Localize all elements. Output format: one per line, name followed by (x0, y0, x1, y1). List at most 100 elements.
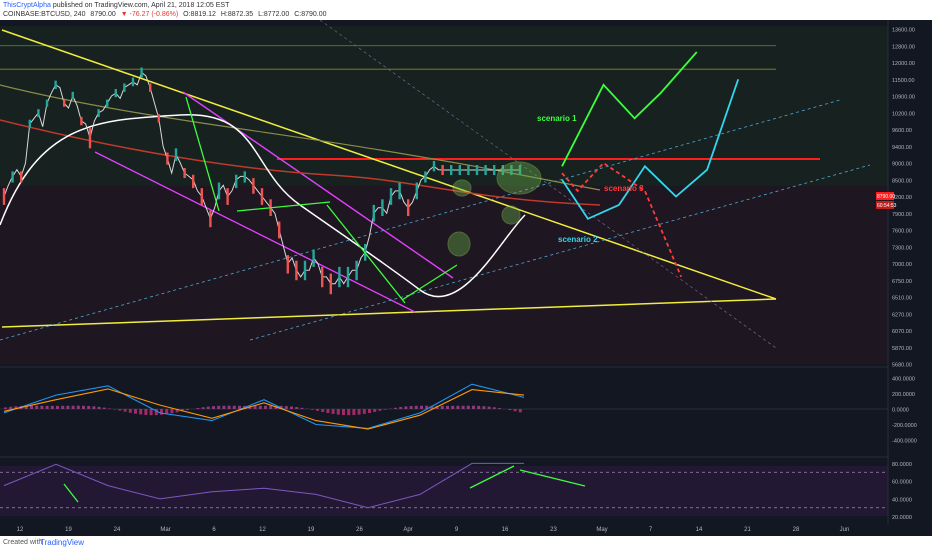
candle (217, 182, 221, 200)
macd-histogram-bar (316, 409, 319, 411)
candle (174, 148, 178, 161)
macd-histogram-bar (227, 405, 231, 409)
candle (295, 260, 298, 281)
price-tick-label: 9600.00 (892, 128, 912, 134)
macd-histogram-bar (362, 409, 366, 414)
rsi-tick-label: 80.0000 (892, 462, 912, 468)
candle (450, 165, 453, 176)
macd-histogram-bar (186, 409, 189, 411)
macd-histogram-bar (128, 409, 132, 413)
moving-average-white (0, 114, 526, 298)
macd-histogram-bar (456, 405, 460, 409)
candle (346, 266, 350, 288)
candle (510, 165, 513, 176)
macd-histogram-bar (508, 409, 512, 411)
macd-histogram-bar (102, 407, 106, 409)
candle (140, 67, 143, 78)
macd-histogram-bar (472, 405, 475, 409)
author-link[interactable]: ThisCryptAlpha (3, 2, 51, 9)
macd-histogram-bar (404, 406, 408, 409)
macd-tick-label: 400.0000 (892, 377, 915, 383)
candle (243, 171, 246, 183)
macd-histogram-bar (482, 406, 486, 409)
macd-histogram-bar (50, 405, 54, 409)
macd-histogram-bar (14, 406, 18, 409)
time-tick-label: 21 (744, 527, 751, 533)
macd-histogram-bar (149, 409, 153, 416)
candle (484, 165, 487, 176)
macd-histogram-bar (331, 409, 335, 414)
macd-histogram-bar (82, 405, 85, 409)
time-tick-label: 12 (259, 527, 266, 533)
macd-histogram-bar (180, 409, 184, 412)
price-tick-label: 12800.00 (892, 44, 915, 50)
time-tick-label: Jun (840, 527, 850, 533)
price-tick-label: 7900.00 (892, 212, 912, 218)
candle (71, 91, 74, 100)
candle (475, 165, 479, 176)
buy-zone-shade (0, 26, 888, 186)
scenario-1-path (561, 51, 698, 167)
macd-histogram-bar (232, 405, 236, 409)
price-tick-label: 12000.00 (892, 61, 915, 67)
macd-histogram-bar (446, 405, 449, 409)
macd-histogram-bar (201, 407, 205, 409)
symbol-label: COINBASE:BTCUSD, 240 (3, 11, 86, 18)
candle (441, 165, 444, 176)
macd-histogram-bar (466, 405, 470, 409)
dashed-trend-1 (0, 99, 841, 341)
macd-histogram-bar (513, 409, 517, 412)
macd-histogram-bar (175, 409, 179, 413)
time-tick-label: 6 (212, 527, 216, 533)
candle (312, 249, 315, 267)
ohlc-high: H:8872.35 (220, 11, 254, 18)
dashed-trend-3 (319, 20, 777, 349)
macd-histogram-bar (45, 405, 49, 409)
price-change: ▼ -76.27 (-0.86%) (120, 11, 179, 18)
macd-tick-label: 200.0000 (892, 392, 915, 398)
macd-histogram-bar (347, 409, 351, 416)
time-tick-label: 19 (308, 527, 315, 533)
macd-histogram-bar (269, 405, 273, 409)
macd-histogram-bar (461, 405, 465, 409)
last-price-box-label: 8790.00 (877, 194, 895, 200)
macd-histogram-bar (435, 405, 439, 409)
moving-average-red (0, 119, 601, 206)
macd-histogram-bar (326, 409, 330, 414)
impulse-arrow (326, 204, 406, 304)
time-tick-label: Apr (403, 527, 412, 533)
candle (303, 260, 307, 281)
price-tick-label: 10200.00 (892, 111, 915, 117)
candle (123, 83, 126, 92)
candle (398, 182, 401, 200)
time-tick-label: 9 (455, 527, 459, 533)
triangle-lower-line (1, 298, 777, 328)
macd-histogram-bar (144, 409, 148, 415)
tradingview-logo[interactable]: TradingView (40, 538, 85, 547)
candle (192, 174, 195, 189)
macd-histogram-bar (373, 409, 377, 412)
price-tick-label: 10900.00 (892, 95, 915, 101)
price-tick-label: 8500.00 (892, 178, 912, 184)
candle (493, 165, 496, 176)
price-tick-label: 5870.00 (892, 346, 912, 352)
candle (501, 165, 504, 176)
macd-histogram-bar (97, 406, 101, 409)
macd-histogram-bar (123, 409, 127, 412)
macd-histogram-bar (30, 405, 33, 409)
macd-histogram-bar (409, 406, 413, 409)
macd-histogram-bar (165, 409, 169, 415)
macd-histogram-bar (440, 405, 444, 409)
macd-histogram-bar (66, 405, 70, 409)
macd-histogram-bar (154, 409, 158, 416)
publish-line: ThisCryptAlpha published on TradingView.… (3, 1, 229, 10)
highlight-ellipse (447, 231, 471, 257)
time-tick-label: 26 (356, 527, 363, 533)
macd-histogram-bar (217, 405, 221, 409)
candle (200, 188, 203, 205)
time-tick-label: 14 (696, 527, 703, 533)
time-tick-label: 7 (649, 527, 653, 533)
scenario-2-path (561, 79, 740, 220)
rsi-arrow (519, 469, 586, 487)
macd-histogram-bar (487, 406, 491, 409)
